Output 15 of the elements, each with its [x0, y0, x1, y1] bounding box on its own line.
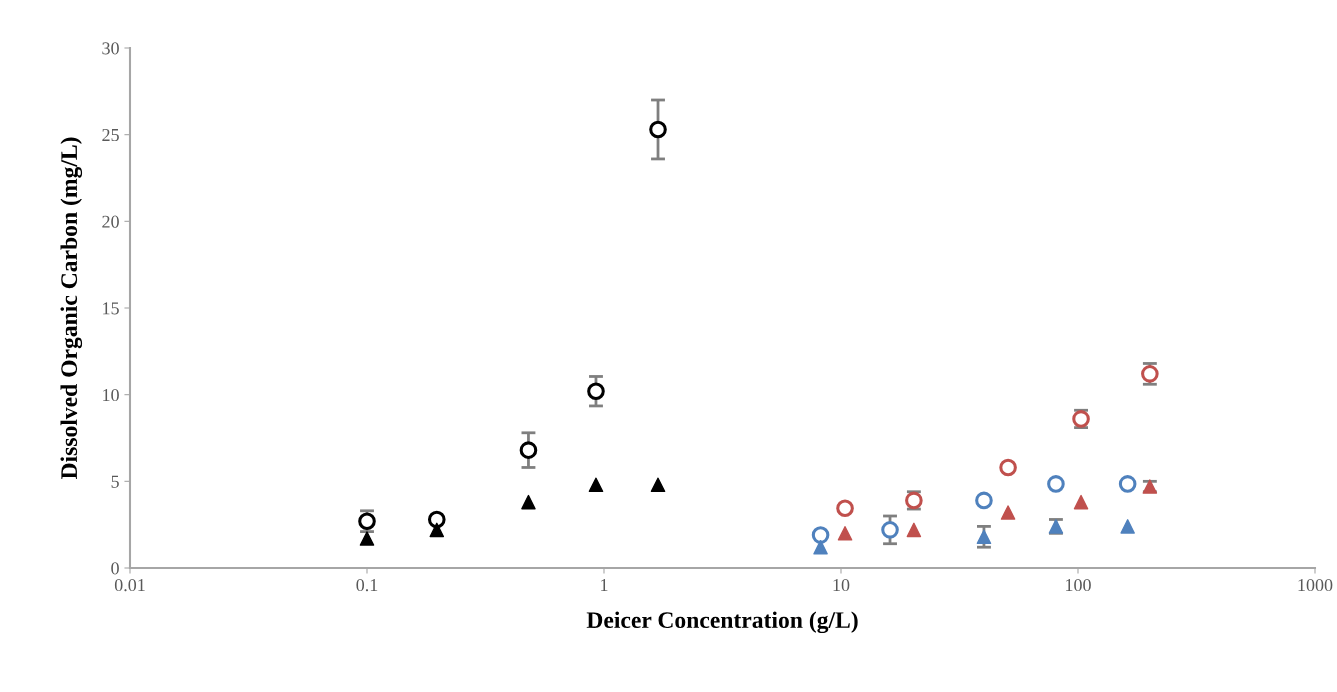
- y-tick-label: 20: [102, 215, 119, 228]
- y-tick-label: 15: [103, 302, 119, 315]
- y-tick-label: 25: [102, 128, 119, 142]
- x-tick-label: 100: [1066, 578, 1091, 592]
- y-tick-label: 5: [111, 475, 119, 488]
- y-axis-title: Dissolved Organic Carbon (mg/L): [60, 137, 83, 480]
- y-tick-label: 30: [102, 42, 119, 55]
- x-tick-label: 10: [833, 578, 850, 592]
- x-tick-label: 1: [601, 579, 608, 591]
- y-tick-label: 10: [103, 388, 119, 402]
- y-tick-label: 0: [111, 562, 119, 575]
- x-tick-label: 1000: [1298, 578, 1333, 592]
- x-tick-label: 0.1: [356, 578, 378, 592]
- x-tick-label: 0.01: [114, 578, 145, 592]
- x-axis-title: Deicer Concentration (g/L): [586, 611, 858, 634]
